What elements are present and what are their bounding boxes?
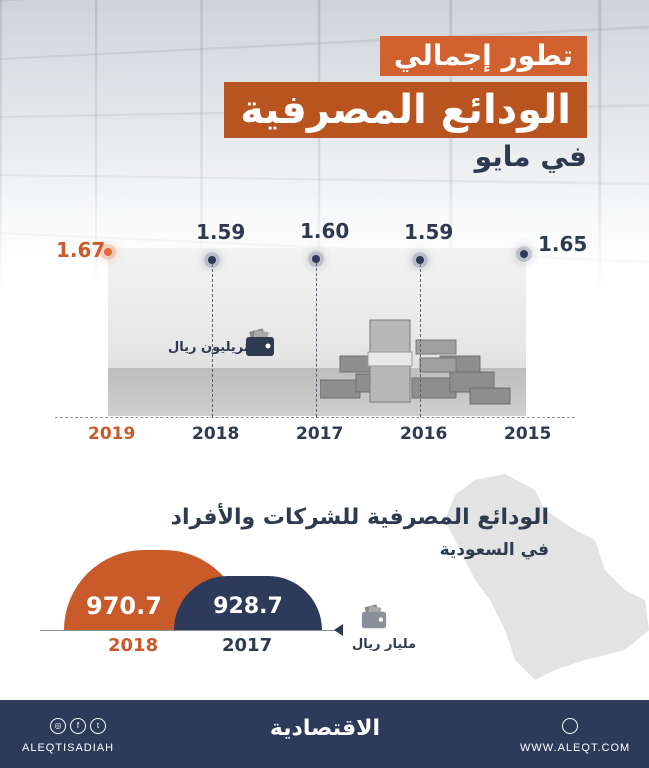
twitter-icon[interactable]: t — [90, 718, 106, 734]
title-line-2: الودائع المصرفية — [224, 82, 587, 138]
chart-point-2017 — [312, 255, 320, 263]
bar-2017-value: 928.7 — [174, 576, 322, 619]
chart-guide-2017 — [316, 263, 317, 417]
saudi-map-icon — [435, 470, 649, 680]
bar-2018-value: 970.7 — [64, 550, 184, 620]
chart-guide-2016 — [420, 264, 421, 417]
title-line-3: في مايو — [475, 140, 587, 173]
chart-value-label-2019: 1.67 — [56, 238, 105, 262]
instagram-icon[interactable]: ◎ — [50, 718, 66, 734]
social-handle[interactable]: ALEQTISADIAH — [22, 742, 114, 754]
section2-title: الودائع المصرفية للشركات والأفراد — [171, 505, 549, 530]
chart-x-label-2015: 2015 — [504, 424, 551, 444]
chart-value-label-2015: 1.65 — [538, 232, 587, 256]
chart-x-label-2017: 2017 — [296, 424, 343, 444]
chart-x-label-2016: 2016 — [400, 424, 447, 444]
wallet-icon — [244, 328, 276, 358]
chart-point-2015 — [520, 250, 528, 258]
chart-value-label-2016: 1.59 — [404, 220, 453, 244]
bars-baseline — [40, 630, 340, 631]
wallet-icon-2 — [360, 604, 388, 630]
chart-guide-2018 — [212, 264, 213, 417]
chart-point-2018 — [208, 256, 216, 264]
website-link[interactable]: WWW.ALEQT.COM — [520, 742, 630, 754]
chart-unit-label: تريليون ريال — [168, 340, 249, 355]
section2-unit-label: مليار ريال — [352, 637, 416, 652]
bar-2017: 928.7 — [174, 576, 322, 630]
pointer-icon — [334, 624, 343, 636]
chart-value-label-2018: 1.59 — [196, 220, 245, 244]
facebook-icon[interactable]: f — [70, 718, 86, 734]
globe-icon — [562, 718, 578, 734]
section2-subtitle: في السعودية — [440, 540, 549, 560]
chart-x-label-2019: 2019 — [88, 424, 135, 444]
chart-baseline — [55, 417, 575, 418]
brand-logo: الاقتصادية — [250, 716, 400, 741]
title-line-1: تطور إجمالي — [380, 36, 587, 76]
bar-2018-year: 2018 — [108, 635, 158, 656]
chart-value-label-2017: 1.60 — [300, 219, 349, 243]
chart-x-label-2018: 2018 — [192, 424, 239, 444]
bar-2017-year: 2017 — [222, 635, 272, 656]
chart-point-2016 — [416, 256, 424, 264]
